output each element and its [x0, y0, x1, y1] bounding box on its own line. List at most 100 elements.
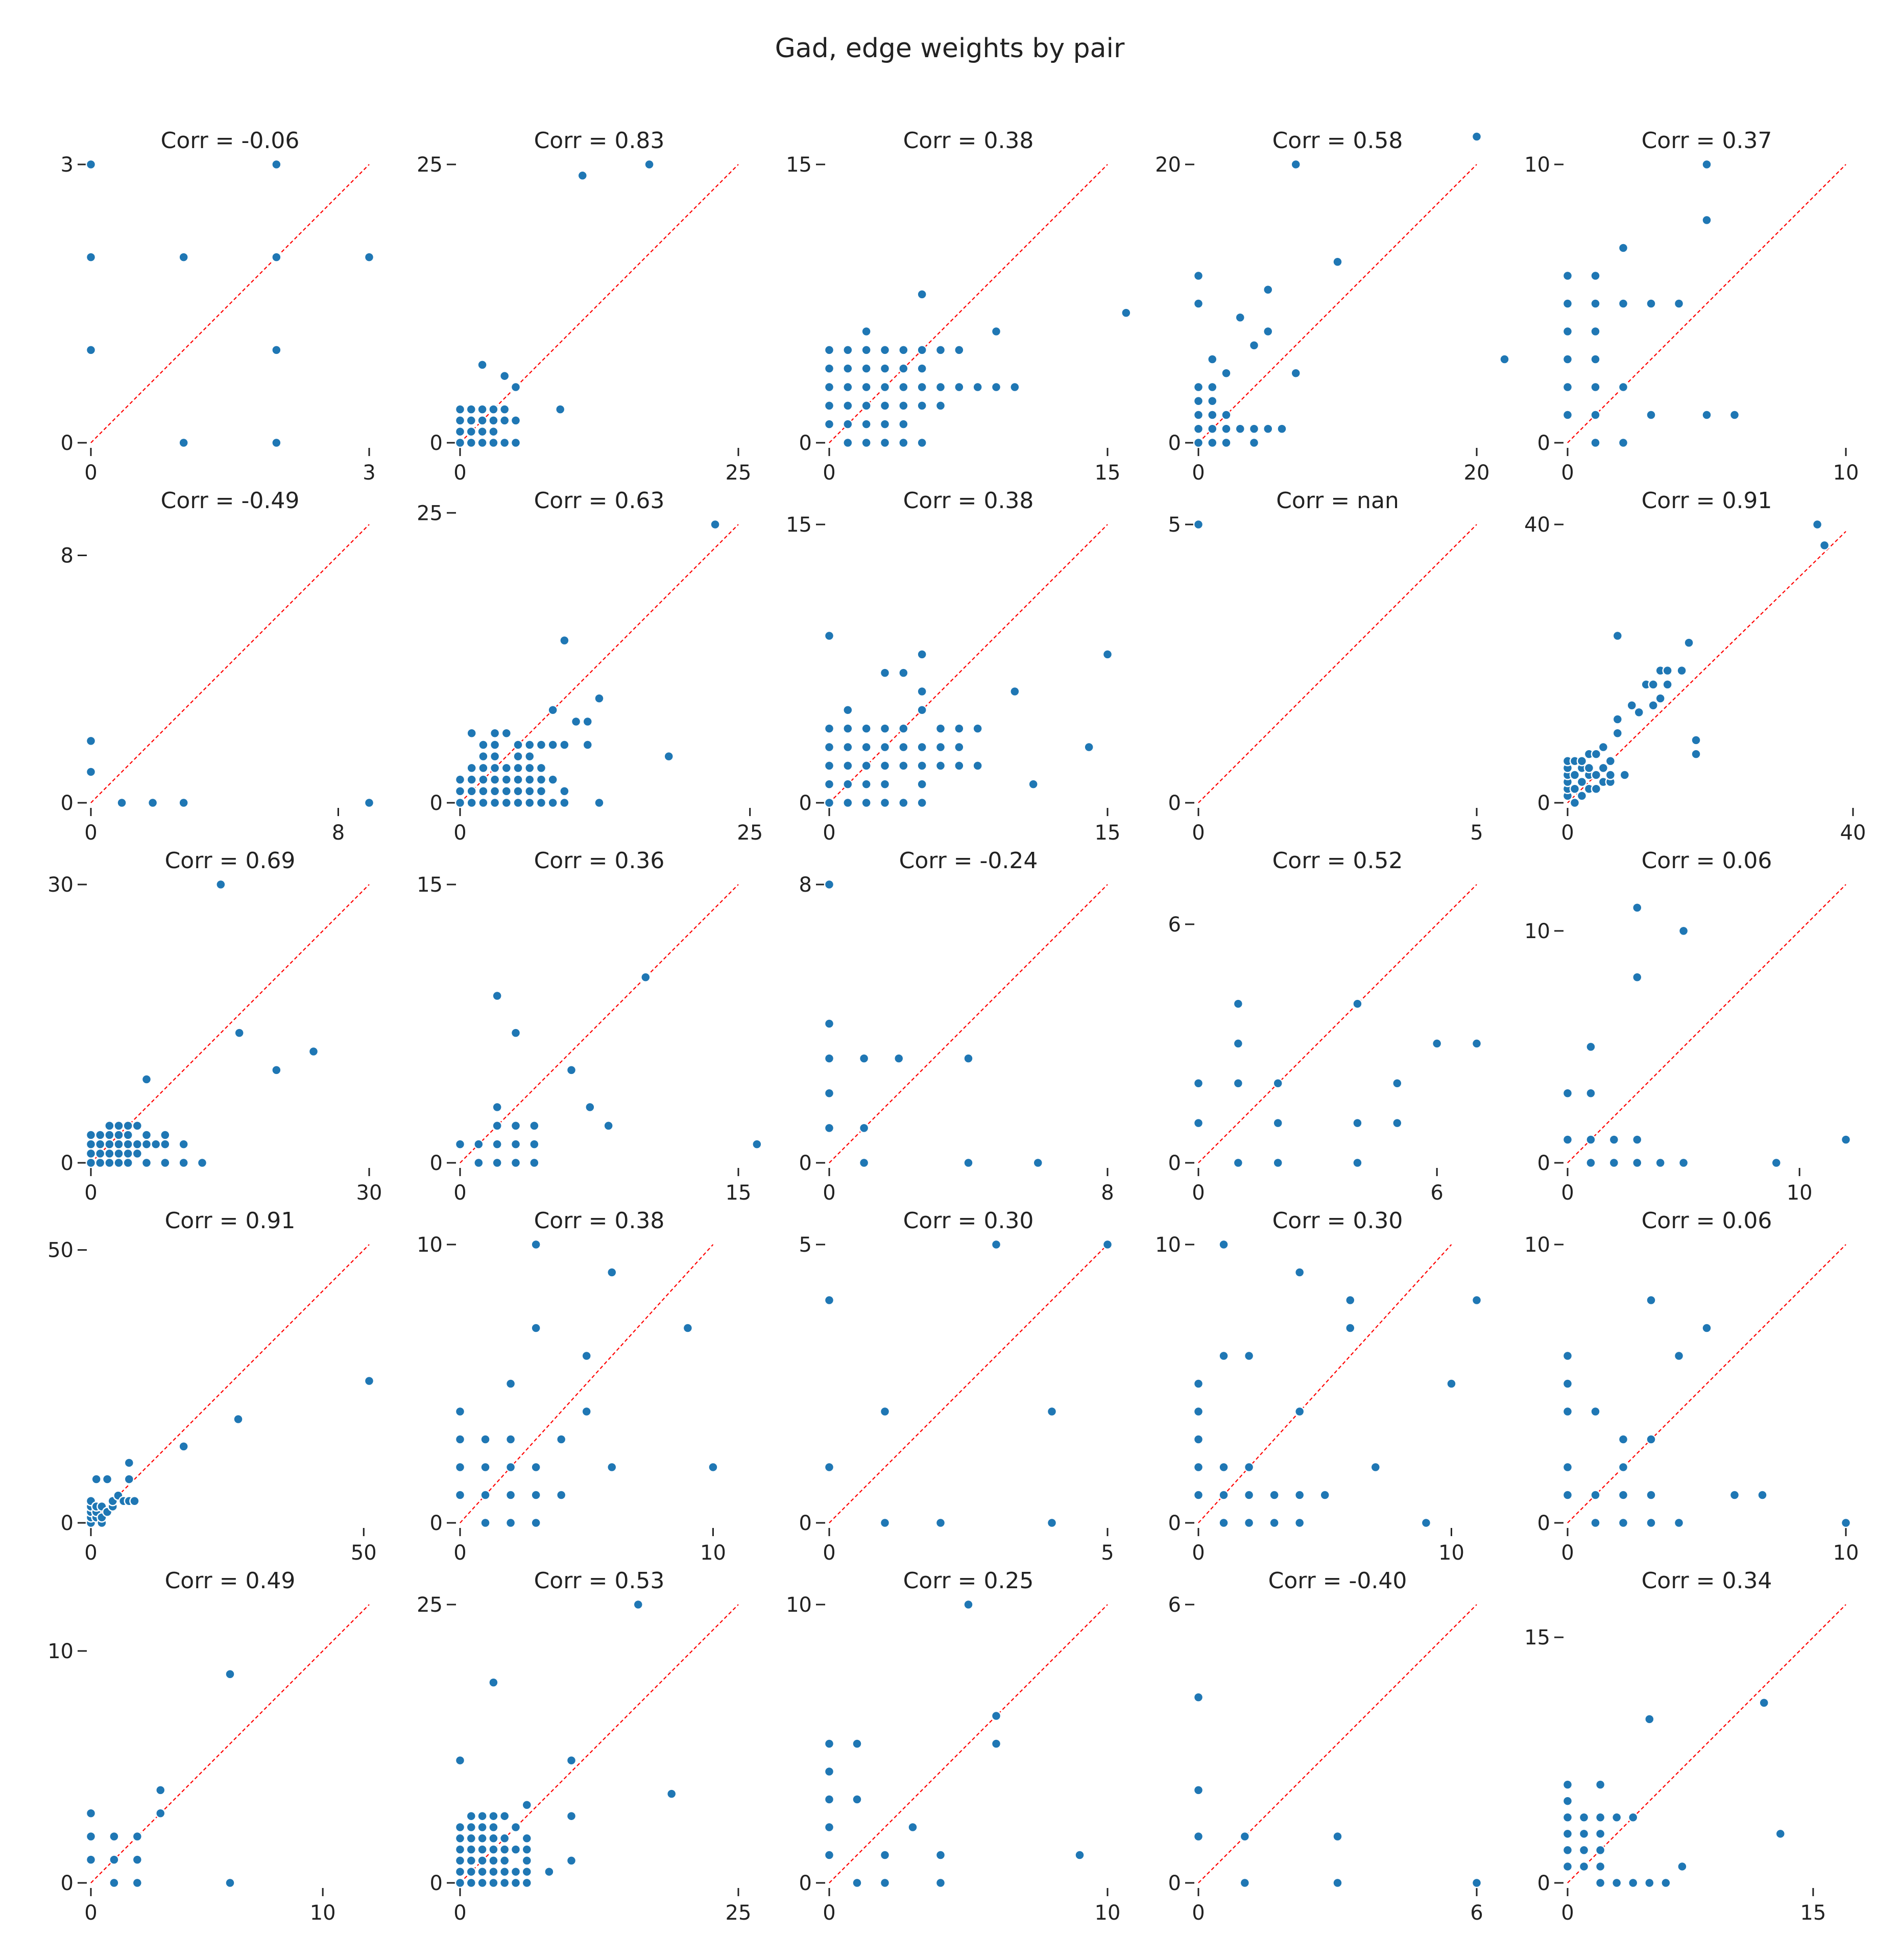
scatter-point — [1032, 1157, 1043, 1168]
scatter-point — [454, 1434, 466, 1445]
scatter-point — [547, 739, 558, 750]
scatter-point — [132, 1139, 143, 1150]
scatter-point — [544, 1866, 555, 1877]
y-tick-label: 5 — [1168, 513, 1181, 537]
scatter-point — [178, 437, 189, 448]
scatter-point — [492, 1120, 502, 1131]
scatter-panel-23: Corr = 0.25 0 10 0 10 — [786, 1568, 1120, 1925]
scatter-point — [861, 437, 872, 448]
scatter-point — [1233, 998, 1244, 1009]
scatter-point — [466, 1833, 477, 1844]
scatter-point — [513, 797, 523, 808]
panel-title: Corr = 0.06 — [1642, 1208, 1772, 1234]
scatter-point — [917, 797, 927, 808]
x-tick-label: 40 — [1840, 821, 1866, 845]
scatter-point — [1392, 1117, 1403, 1129]
scatter-point — [113, 1139, 124, 1150]
scatter-point — [861, 381, 872, 393]
x-tick-label: 3 — [363, 461, 375, 485]
identity-line — [1198, 1604, 1477, 1883]
scatter-point — [917, 742, 927, 753]
scatter-point — [510, 1866, 521, 1877]
scatter-point — [454, 1833, 466, 1844]
x-tick-label: 15 — [1095, 461, 1121, 485]
y-tick-label: 20 — [1155, 153, 1181, 177]
y-tick-label: 0 — [799, 792, 812, 815]
scatter-point — [529, 1139, 540, 1150]
y-tick-label: 0 — [1168, 1152, 1181, 1175]
scatter-point — [1585, 1041, 1596, 1053]
scatter-point — [1578, 1812, 1590, 1823]
scatter-point — [510, 1027, 521, 1038]
scatter-point — [843, 760, 853, 771]
scatter-point — [1618, 437, 1629, 448]
scatter-point — [843, 419, 853, 429]
panel-title: Corr = 0.91 — [1642, 488, 1772, 514]
scatter-point — [492, 990, 502, 1001]
scatter-panel-17: Corr = 0.38 0 10 0 10 — [417, 1208, 726, 1565]
x-tick-label: 25 — [726, 461, 752, 485]
scatter-point — [898, 381, 909, 393]
scatter-point — [132, 1877, 143, 1889]
scatter-point — [233, 1414, 244, 1425]
scatter-point — [1757, 1490, 1768, 1500]
scatter-point — [824, 1738, 835, 1749]
scatter-point — [499, 1866, 510, 1877]
scatter-point — [197, 1157, 208, 1168]
scatter-point — [499, 1855, 510, 1866]
scatter-point — [1598, 742, 1609, 753]
scatter-point — [1562, 1462, 1573, 1473]
scatter-point — [1595, 1779, 1606, 1790]
scatter-point — [521, 1866, 533, 1877]
x-tick-label: 0 — [1561, 1901, 1574, 1925]
scatter-point — [513, 751, 523, 762]
y-tick-label: 0 — [430, 432, 443, 455]
y-tick-label: 8 — [61, 544, 74, 568]
scatter-point — [1562, 1490, 1573, 1500]
figure-title: Gad, edge weights by pair — [775, 33, 1125, 64]
scatter-point — [454, 1490, 466, 1500]
scatter-point — [824, 1850, 835, 1860]
scatter-point — [454, 1822, 466, 1833]
y-tick-label: 0 — [799, 1512, 812, 1535]
scatter-point — [478, 774, 489, 785]
scatter-point — [1319, 1490, 1330, 1500]
scatter-point — [488, 437, 499, 448]
scatter-point — [1263, 326, 1273, 337]
scatter-point — [852, 1877, 862, 1889]
scatter-point — [935, 1850, 946, 1860]
y-tick-label: 0 — [1168, 792, 1181, 815]
scatter-point — [991, 381, 1002, 393]
scatter-point — [529, 1120, 540, 1131]
scatter-point — [824, 1295, 835, 1306]
scatter-point — [1272, 1078, 1283, 1089]
scatter-point — [566, 1855, 577, 1866]
scatter-point — [454, 786, 466, 797]
scatter-point — [1612, 728, 1623, 738]
scatter-point — [477, 1877, 488, 1889]
scatter-panel-7: Corr = 0.63 0 25 0 25 — [417, 488, 763, 845]
scatter-point — [1661, 1877, 1671, 1889]
x-tick-label: 50 — [351, 1541, 377, 1565]
scatter-point — [150, 1139, 161, 1150]
scatter-point — [85, 159, 97, 170]
scatter-point — [1221, 437, 1232, 448]
scatter-point — [1193, 1434, 1204, 1445]
scatter-point — [466, 1877, 477, 1889]
scatter-point — [1218, 1462, 1229, 1473]
scatter-point — [566, 1065, 577, 1075]
scatter-point — [1193, 1490, 1204, 1500]
scatter-point — [570, 716, 582, 727]
scatter-point — [271, 159, 282, 170]
scatter-point — [225, 1669, 235, 1680]
scatter-point — [1646, 1490, 1656, 1500]
scatter-point — [178, 797, 189, 808]
y-tick-label: 0 — [61, 1872, 74, 1895]
scatter-point — [1771, 1157, 1782, 1168]
scatter-point — [129, 1496, 140, 1507]
scatter-point — [499, 1833, 510, 1844]
y-tick-label: 8 — [799, 873, 812, 897]
scatter-point — [1207, 410, 1218, 420]
scatter-point — [1193, 519, 1204, 530]
scatter-point — [1352, 1117, 1363, 1129]
